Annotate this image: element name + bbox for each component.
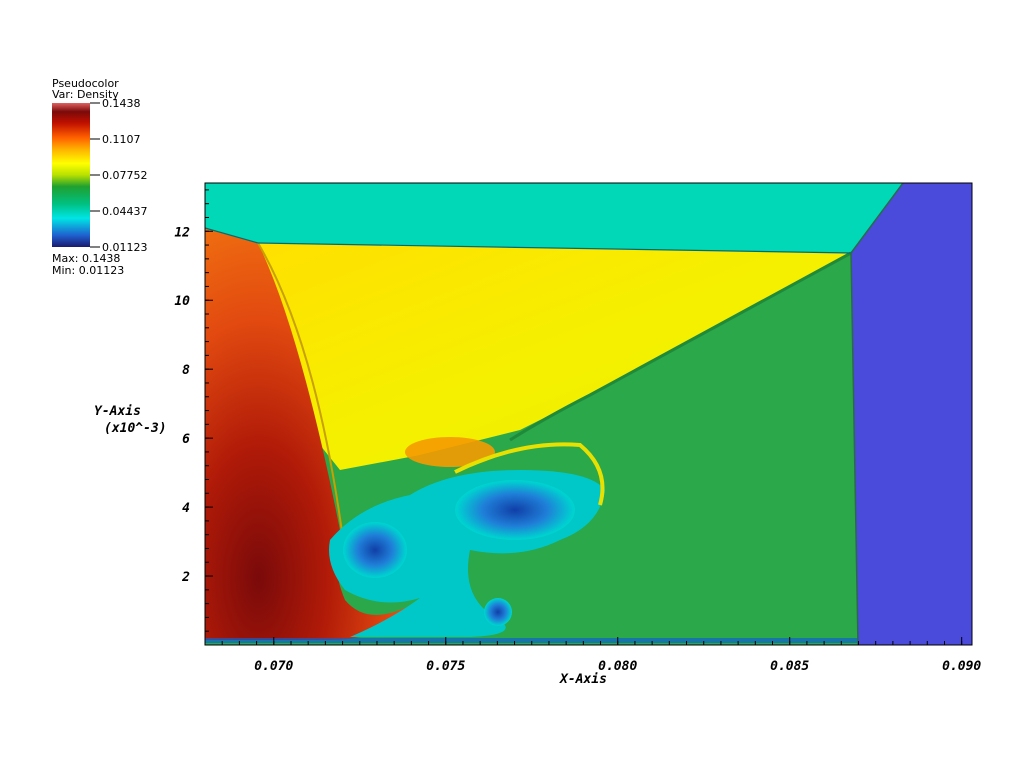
legend-tick-label: 0.01123	[102, 241, 148, 254]
vortex-rim	[454, 442, 605, 506]
colorbar	[52, 103, 90, 247]
mach-stem-region	[205, 228, 420, 640]
x-axis-title: X-Axis	[559, 672, 607, 687]
x-tick-label: 0.070	[254, 659, 293, 674]
transmitted-shock	[850, 252, 859, 645]
x-tick-label: 0.080	[598, 659, 637, 674]
y-tick-label: 8	[182, 363, 190, 378]
yellow-region	[258, 243, 851, 470]
legend-tick-label: 0.07752	[102, 169, 148, 182]
x-tick-label: 0.075	[426, 659, 465, 674]
x-tick-label: 0.085	[770, 659, 809, 674]
colorbar-legend: Pseudocolor Var: Density 0.1438 0.1107 0.0…	[52, 77, 148, 277]
y-axis-scale: (x10^-3)	[104, 421, 167, 436]
x-tick-label: 0.090	[942, 659, 981, 674]
legend-min: Min: 0.01123	[52, 264, 124, 277]
colorbar-ticks: 0.1438 0.1107 0.07752 0.04437 0.01123	[90, 97, 148, 254]
boundary-layer	[205, 638, 858, 643]
density-field	[205, 183, 972, 645]
plot-frame	[204, 182, 973, 646]
vortex-core-lower	[343, 522, 407, 578]
legend-tick-label: 0.1438	[102, 97, 141, 110]
y-axis-title: Y-Axis	[94, 404, 141, 419]
slip-line	[509, 251, 852, 442]
pre-shock-region	[851, 183, 972, 645]
orange-spot	[405, 437, 495, 467]
y-axis-ticks: 2 4 6 8 10 12	[174, 189, 213, 632]
x-axis-ticks: 0.070 0.075 0.080 0.085 0.090	[204, 637, 981, 674]
legend-plot-type: Pseudocolor	[52, 77, 119, 90]
legend-variable: Var: Density	[52, 88, 119, 101]
y-tick-label: 4	[182, 501, 190, 516]
vortex-core-upper	[455, 480, 575, 540]
legend-tick-label: 0.1107	[102, 133, 141, 146]
shock-front	[257, 242, 343, 533]
y-tick-label: 6	[182, 432, 190, 447]
legend-max: Max: 0.1438	[52, 252, 120, 265]
legend-tick-label: 0.04437	[102, 205, 148, 218]
y-tick-label: 12	[174, 225, 190, 240]
y-tick-label: 2	[181, 570, 190, 585]
incident-shock	[257, 242, 852, 254]
y-tick-label: 10	[174, 294, 190, 309]
vortex-core-small	[484, 598, 512, 626]
